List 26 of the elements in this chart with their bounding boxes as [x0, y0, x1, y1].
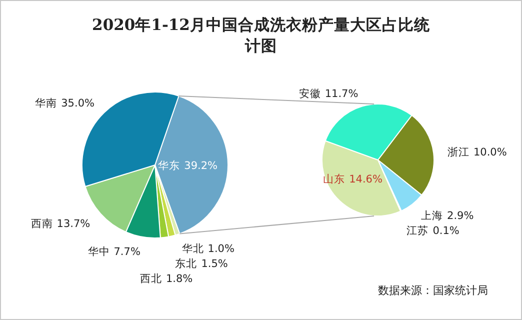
data-label: 11.7%	[324, 88, 358, 100]
slice-label: 华北	[182, 242, 204, 255]
slice-label: 东北	[175, 256, 198, 270]
chart-title: 2020年1-12月中国合成洗衣粉产量大区占比统计图	[92, 15, 431, 55]
source-note: 数据来源：国家统计局	[378, 284, 488, 297]
data-label: 14.6%	[349, 173, 382, 186]
data-label: 13.7%	[56, 218, 90, 230]
data-label: 35.0%	[61, 97, 95, 110]
slice-label: 山东	[323, 172, 346, 186]
data-label: 2.9%	[447, 210, 474, 222]
slice-label: 上海	[421, 209, 444, 222]
data-label: 1.5%	[201, 258, 228, 270]
data-label: 7.7%	[114, 246, 140, 258]
data-label: 39.2%	[184, 160, 218, 172]
data-label: 10.0%	[473, 146, 507, 158]
slice-label: 西北	[140, 272, 162, 285]
data-label: 1.8%	[166, 272, 193, 285]
slice-label: 华中	[88, 244, 110, 258]
slice-label: 西南	[30, 217, 53, 230]
slice-label: 浙江	[447, 145, 470, 158]
data-label: 1.0%	[208, 242, 234, 255]
slice-label: 华南	[35, 96, 58, 110]
slice-label: 华东	[158, 158, 180, 172]
slice-label: 江苏	[406, 224, 429, 238]
data-label: 0.1%	[432, 225, 460, 238]
slice-label: 安徽	[298, 86, 321, 100]
